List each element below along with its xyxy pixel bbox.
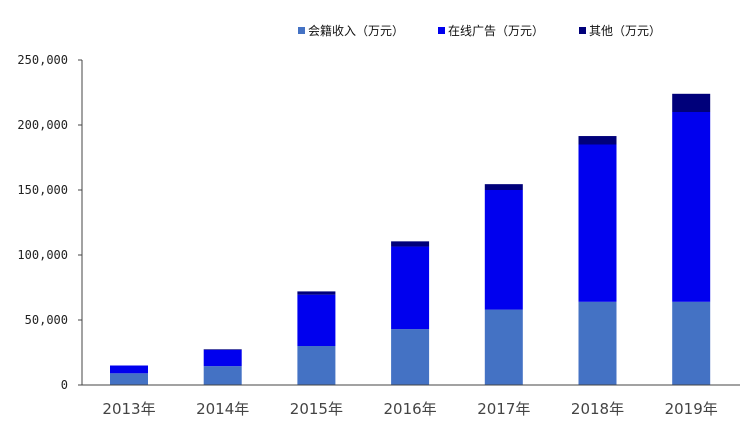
bar-segment-series-2 — [672, 93, 711, 112]
bar-segment-series-1 — [484, 190, 523, 310]
bar-segment-series-1 — [297, 294, 336, 346]
bar-segment-series-1 — [672, 112, 711, 302]
bar-segment-series-0 — [672, 301, 711, 385]
y-tick-label: 250,000 — [17, 53, 68, 67]
legend-label: 在线广告（万元） — [448, 24, 544, 38]
y-tick-label: 0 — [61, 378, 68, 392]
x-tick-label: 2017年 — [477, 400, 530, 418]
bar-segment-series-2 — [484, 184, 523, 190]
y-tick-label: 100,000 — [17, 248, 68, 262]
x-tick-label: 2018年 — [571, 400, 624, 418]
y-tick-label: 200,000 — [17, 118, 68, 132]
bar-segment-series-0 — [484, 309, 523, 385]
x-tick-label: 2015年 — [290, 400, 343, 418]
x-axis: 2013年 2014年 2015年 2016年 2017年 2018年 2019年 — [82, 384, 740, 418]
y-tick-label: 50,000 — [25, 313, 68, 327]
bar-segment-series-0 — [297, 346, 336, 385]
bar-segment-series-2 — [203, 349, 242, 350]
legend-swatch — [298, 27, 305, 34]
bar-segment-series-2 — [578, 136, 617, 145]
bar-segment-series-0 — [391, 329, 430, 385]
legend-swatch — [579, 27, 586, 34]
bar-segment-series-1 — [110, 365, 148, 374]
y-axis: 0 50,000 100,000 150,000 200,000 250,000 — [17, 53, 83, 392]
x-tick-label: 2019年 — [665, 400, 718, 418]
y-tick-label: 150,000 — [17, 183, 68, 197]
bar-segment-series-2 — [391, 241, 430, 247]
bar-segment-series-1 — [203, 349, 242, 367]
chart-legend: 会籍收入（万元） 在线广告（万元） 其他（万元） — [298, 23, 661, 38]
bar-segment-series-1 — [578, 144, 617, 302]
legend-swatch — [438, 27, 445, 34]
bar-segment-series-2 — [297, 291, 336, 295]
bar-segment-series-0 — [578, 301, 617, 385]
bar-segment-series-1 — [391, 246, 430, 330]
x-tick-label: 2014年 — [196, 400, 249, 418]
x-tick-label: 2013年 — [102, 400, 155, 418]
x-tick-label: 2016年 — [384, 400, 437, 418]
bar-segment-series-0 — [110, 373, 148, 385]
bars-area — [110, 93, 711, 385]
legend-label: 其他（万元） — [589, 24, 661, 38]
legend-label: 会籍收入（万元） — [308, 23, 404, 38]
bar-segment-series-0 — [203, 366, 242, 385]
